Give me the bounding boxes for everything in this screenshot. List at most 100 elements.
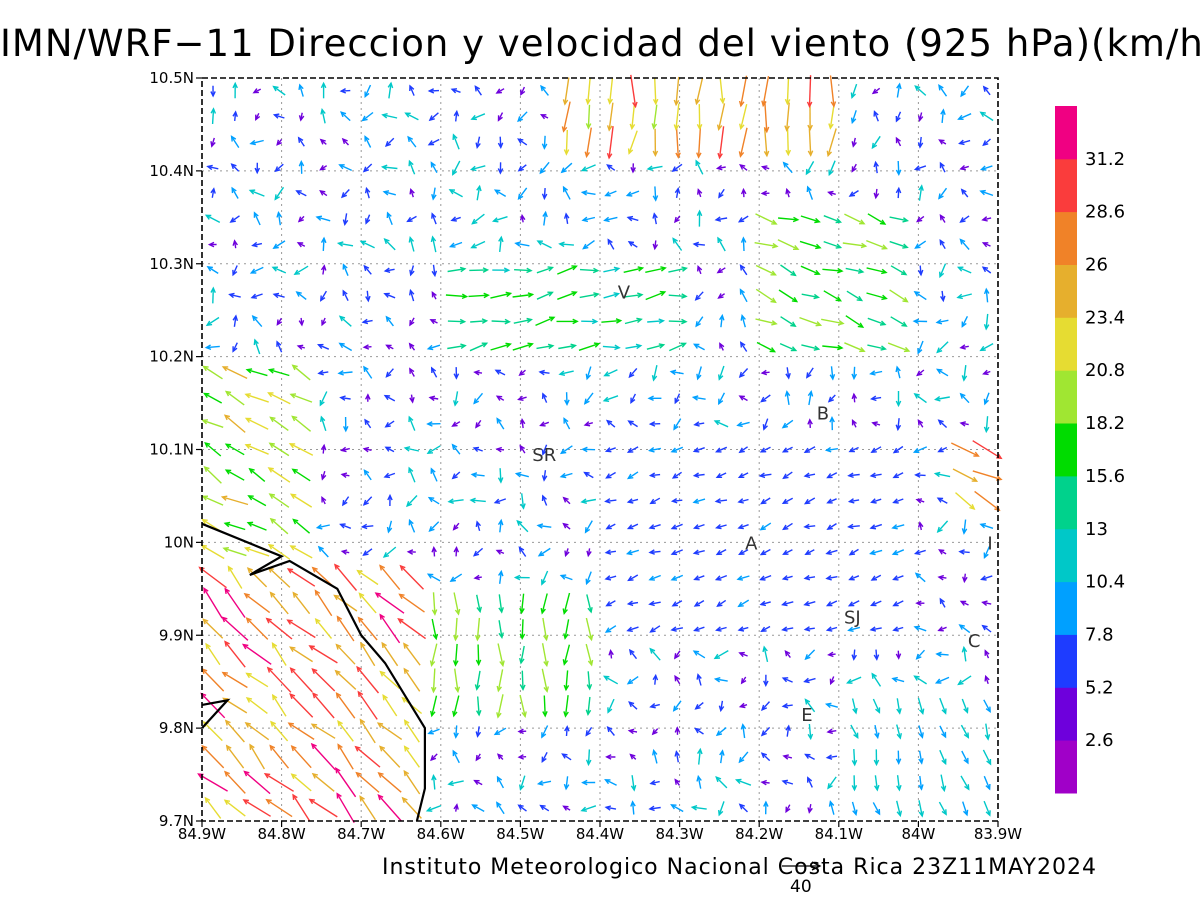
wind-vector [719, 342, 725, 351]
wind-vector [984, 723, 991, 741]
wind-vector [540, 593, 548, 615]
wind-vector [780, 264, 797, 277]
wind-vector [269, 517, 289, 535]
wind-vector [274, 163, 284, 173]
wind-vector [269, 591, 289, 615]
wind-vector [248, 467, 266, 482]
wind-vector [253, 338, 261, 355]
wind-vector [913, 291, 927, 301]
wind-vector [785, 187, 791, 198]
wind-vector [426, 421, 441, 427]
wind-vector [800, 215, 821, 224]
wind-vector [736, 421, 750, 428]
wind-vector [918, 184, 924, 201]
wind-vector [715, 776, 728, 789]
wind-vector [558, 241, 574, 248]
wind-vector [714, 498, 728, 504]
wind-vector [692, 241, 705, 248]
wind-vector [697, 264, 703, 275]
wind-vector [799, 240, 822, 250]
wind-vector [292, 518, 311, 534]
wind-vector [914, 240, 927, 249]
wind-vector [759, 600, 771, 607]
wind-vector [361, 111, 374, 122]
wind-vector [496, 694, 504, 719]
lat-tick-label: 9.7N [159, 812, 194, 830]
wind-vector [670, 523, 683, 530]
wind-vector [960, 188, 969, 198]
place-label: I [987, 533, 992, 554]
wind-vector [737, 472, 749, 478]
color-bar-segment [1055, 528, 1077, 583]
wind-vector [805, 161, 815, 176]
wind-vector [630, 800, 636, 815]
wind-vector [759, 446, 771, 453]
wind-vector [981, 242, 991, 248]
wind-vector [603, 216, 618, 223]
wind-vector [310, 742, 336, 771]
color-bar-label: 31.2 [1085, 149, 1125, 170]
wind-vector [362, 446, 372, 453]
wind-vector [558, 343, 578, 350]
wind-vector [562, 805, 571, 811]
wind-vector [289, 646, 313, 663]
wind-vector [519, 213, 526, 223]
wind-vector [647, 395, 662, 402]
wind-vector [737, 599, 750, 608]
wind-vector [913, 625, 927, 632]
wind-vector [427, 138, 440, 146]
wind-vector [204, 796, 222, 819]
wind-vector [647, 318, 666, 324]
wind-vector [760, 165, 770, 171]
wind-vector [474, 85, 482, 96]
wind-vector [983, 313, 990, 331]
wind-vector [669, 342, 687, 352]
wind-vector [806, 367, 814, 379]
wind-vector [934, 396, 950, 402]
wind-vector [230, 135, 240, 148]
wind-vector [874, 724, 880, 740]
wind-vector [227, 565, 243, 589]
color-bar-label: 26 [1085, 255, 1108, 276]
wind-vector [738, 751, 749, 764]
wind-vector [198, 566, 227, 589]
wind-vector [580, 164, 596, 172]
wind-vector [693, 575, 705, 581]
wind-vector [627, 574, 639, 582]
wind-vector [452, 749, 460, 764]
wind-vector [645, 266, 667, 273]
wind-vector [668, 266, 688, 273]
wind-vector [801, 293, 820, 300]
wind-vector [737, 626, 749, 632]
wind-vector [670, 626, 684, 632]
wind-vector [979, 111, 994, 122]
wind-vector [429, 643, 438, 667]
wind-vector [936, 520, 949, 533]
wind-vector [715, 446, 728, 453]
wind-vector [782, 161, 793, 174]
wind-vector [232, 265, 238, 277]
color-bar-segment [1055, 475, 1077, 530]
wind-vector [804, 549, 815, 555]
wind-vector [308, 798, 338, 818]
wind-vector [336, 792, 355, 824]
wind-vector [807, 723, 814, 741]
wind-vector [269, 416, 289, 431]
wind-vector [648, 600, 661, 607]
wind-vector [535, 316, 556, 327]
wind-vector [241, 643, 272, 665]
wind-vector [938, 84, 948, 97]
wind-vector [448, 189, 463, 198]
wind-vector [431, 290, 437, 300]
wind-vector [848, 446, 859, 453]
wind-vector [340, 111, 351, 122]
wind-vector [628, 701, 638, 710]
wind-vector [604, 805, 617, 811]
coastline-spur [201, 698, 231, 729]
wind-vector [586, 548, 592, 558]
wind-vector [955, 492, 976, 510]
wind-vector [803, 574, 816, 581]
wind-vector [870, 446, 882, 454]
wind-vector [409, 394, 415, 404]
wind-vector [224, 443, 245, 456]
